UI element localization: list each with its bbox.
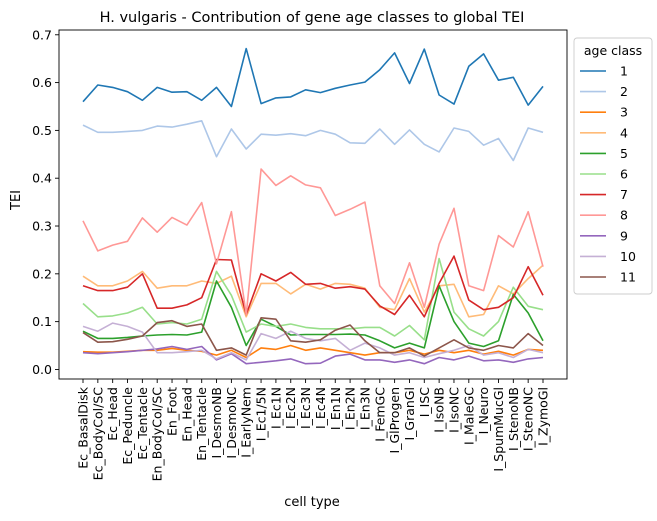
x-tick-label: I_Ec3N (298, 387, 313, 429)
series-lines (82, 47, 544, 365)
series-line-8 (82, 168, 544, 316)
x-tick-label: I_En3N (357, 387, 372, 430)
y-axis-title: TEI (9, 190, 24, 211)
legend-label-10: 10 (620, 249, 636, 264)
legend-label-2: 2 (620, 84, 628, 99)
x-tick-label: I_DesmoNC (224, 387, 239, 459)
x-tick-label: I_GlProgen (387, 387, 402, 453)
x-tick-label: I_MaleGC (461, 387, 476, 445)
x-tick-label: I_Ec1N (268, 387, 283, 429)
series-line-7 (82, 255, 544, 318)
legend: age class 1 2 3 4 5 6 7 8 9 10 11 (573, 37, 653, 295)
x-tick-label: I_ISC (417, 387, 432, 418)
legend-label-6: 6 (620, 167, 628, 182)
x-tick-label: En_Head (179, 387, 194, 442)
chart-title: H. vulgaris - Contribution of gene age c… (100, 10, 525, 26)
legend-label-8: 8 (620, 208, 628, 223)
y-tick-label: 0.0 (32, 362, 52, 377)
x-tick-label: I_IsoNB (432, 387, 447, 433)
legend-label-5: 5 (620, 146, 628, 161)
x-tick-label: I_Neuro (476, 387, 491, 434)
x-tick-label: I_Ec1/5N (254, 387, 269, 441)
legend-label-11: 11 (620, 270, 636, 285)
y-tick-label: 0.4 (32, 171, 52, 186)
x-tick-label: Ec_Peduncle (120, 387, 135, 465)
series-line-11 (82, 316, 544, 357)
x-tick-label: En_BodyCol/SC (150, 387, 165, 482)
x-tick-label: Ec_BodyCol/SC (90, 387, 105, 481)
x-tick-label: Ec_Tentacle (135, 387, 150, 460)
x-tick-label: I_FemGC (372, 387, 387, 442)
x-tick-label: I_EarlyNem (239, 387, 254, 458)
y-tick-label: 0.2 (32, 266, 52, 281)
x-tick-label: I_StenoNC (521, 387, 536, 451)
series-line-6 (82, 257, 544, 341)
legend-title: age class (584, 43, 642, 58)
y-tick-label: 0.3 (32, 219, 52, 234)
legend-label-1: 1 (620, 64, 628, 79)
y-tick-label: 0.1 (32, 314, 52, 329)
x-tick-label: I_Ec4N (313, 387, 328, 429)
x-tick-label: En_Tentacle (194, 387, 209, 461)
x-tick-label: I_DesmoNB (209, 387, 224, 459)
legend-items: 1 2 3 4 5 6 7 8 9 10 11 (580, 64, 636, 285)
x-tick-label: I_ZymoGl (536, 387, 551, 446)
legend-label-4: 4 (620, 125, 628, 140)
x-axis-ticks: Ec_BasalDisk Ec_BodyCol/SC Ec_Head Ec_Pedun… (76, 379, 551, 481)
legend-label-9: 9 (620, 228, 628, 243)
series-line-5 (82, 280, 544, 349)
legend-box (573, 37, 653, 295)
x-tick-label: I_IsoNC (446, 387, 461, 433)
series-line-3 (82, 344, 544, 359)
series-line-4 (82, 264, 544, 318)
plot-frame (58, 29, 568, 380)
y-axis-ticks: 0.0 0.1 0.2 0.3 0.4 0.5 0.6 0.7 (32, 27, 59, 377)
y-tick-label: 0.6 (32, 75, 52, 90)
x-tick-label: I_SpumMucGl (491, 387, 506, 472)
x-tick-label: I_En1N (328, 387, 343, 430)
y-tick-label: 0.5 (32, 123, 52, 138)
x-tick-label: I_Ec2N (283, 387, 298, 429)
series-line-1 (82, 47, 544, 108)
x-tick-label: Ec_Head (105, 387, 120, 441)
x-tick-label: En_Foot (165, 387, 180, 436)
x-tick-label: Ec_BasalDisk (76, 386, 91, 469)
x-tick-label: I_StenoNB (506, 387, 521, 451)
legend-label-3: 3 (620, 105, 628, 120)
series-line-2 (82, 120, 544, 162)
x-tick-label: I_GranGl (402, 387, 417, 441)
series-line-9 (82, 345, 544, 365)
y-tick-label: 0.7 (32, 27, 52, 42)
x-tick-label: I_En2N (343, 387, 358, 430)
legend-label-7: 7 (620, 187, 628, 202)
x-axis-title: cell type (284, 495, 340, 510)
